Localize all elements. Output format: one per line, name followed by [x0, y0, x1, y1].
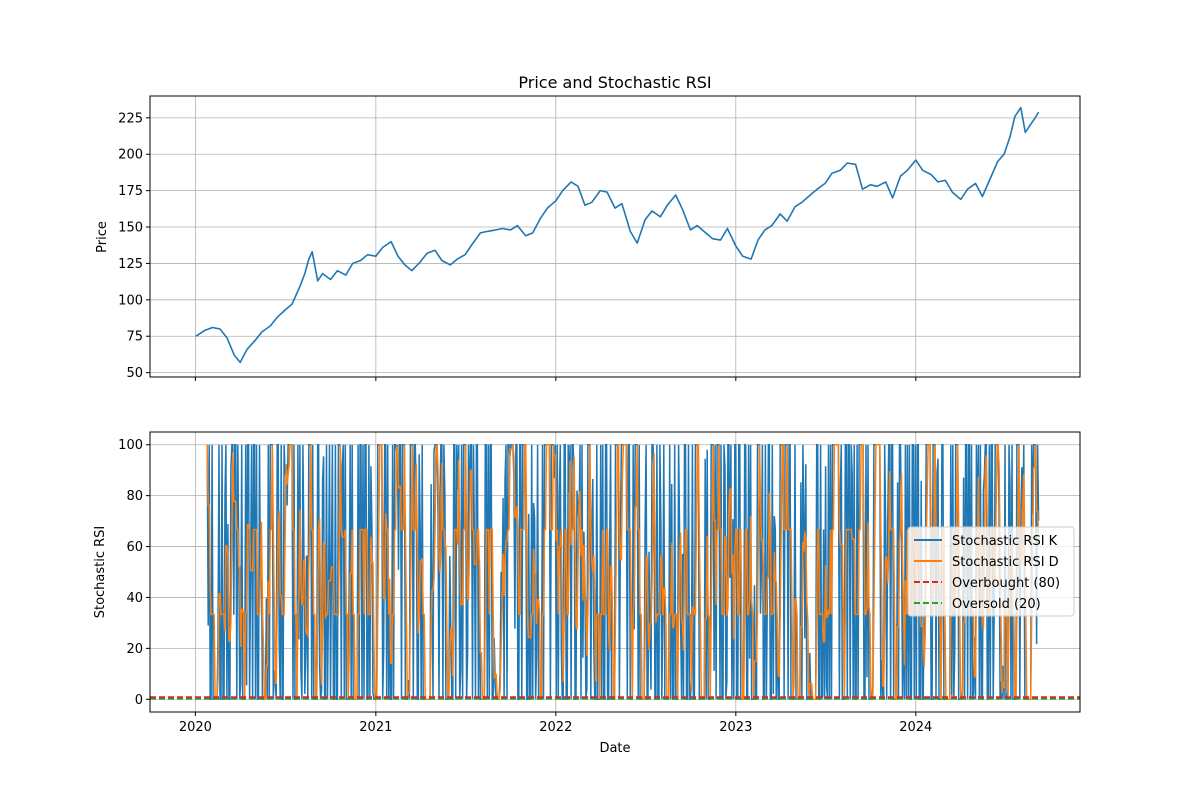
stochrsi-y-tick-label: 100	[118, 438, 143, 453]
price-axes-frame	[149, 95, 1081, 378]
stochrsi-series	[150, 443, 1080, 702]
price-y-tick-label: 100	[118, 293, 143, 308]
stochrsi-y-tick-label: 20	[126, 642, 143, 657]
date-axis-label: Date	[599, 741, 630, 756]
stochrsi-axes-frame	[149, 431, 1081, 713]
legend: Stochastic RSI K Stochastic RSI D Overbo…	[907, 526, 1075, 617]
date-x-tick-label: 2022	[539, 720, 572, 735]
legend-label-overbought: Overbought (80)	[952, 576, 1060, 591]
price-y-tick-label: 150	[118, 221, 143, 236]
price-axis-label: Price	[95, 221, 110, 253]
stochrsi-y-tick-label: 0	[135, 693, 143, 708]
legend-label-oversold: Oversold (20)	[952, 597, 1041, 612]
date-x-tick-label: 2020	[179, 720, 212, 735]
stochrsi-ticks: 0 20 40 60 80 100 2020 2021 2022 2023 2024	[118, 438, 932, 735]
stochrsi-y-tick-label: 80	[126, 489, 143, 504]
chart-title: Price and Stochastic RSI	[518, 73, 711, 92]
date-x-tick-label: 2021	[359, 720, 392, 735]
price-y-tick-label: 225	[118, 111, 143, 126]
stochrsi-d-line	[206, 443, 1040, 702]
price-series	[195, 106, 1040, 364]
date-x-tick-label: 2024	[899, 720, 932, 735]
price-ticks: 50 75 100 125 150 175 200 225	[118, 111, 917, 381]
price-y-tick-label: 200	[118, 148, 143, 163]
price-y-tick-label: 75	[126, 330, 143, 345]
stochrsi-y-tick-label: 60	[126, 540, 143, 555]
price-y-tick-label: 125	[118, 257, 143, 272]
price-grid	[150, 96, 1080, 377]
stochrsi-panel: 0 20 40 60 80 100 2020 2021 2022 2023 2024 Stochas…	[93, 431, 1081, 756]
price-y-tick-label: 175	[118, 184, 143, 199]
price-panel: 50 75 100 125 150 175 200 225 Price	[95, 95, 1081, 381]
stochrsi-axis-label: Stochastic RSI	[93, 526, 108, 619]
legend-box	[907, 526, 1075, 617]
price-line	[195, 106, 1040, 364]
price-y-tick-label: 50	[126, 366, 143, 381]
date-x-tick-label: 2023	[719, 720, 752, 735]
legend-label-k: Stochastic RSI K	[952, 534, 1058, 549]
stochrsi-y-tick-label: 40	[126, 591, 143, 606]
legend-label-d: Stochastic RSI D	[952, 555, 1059, 570]
